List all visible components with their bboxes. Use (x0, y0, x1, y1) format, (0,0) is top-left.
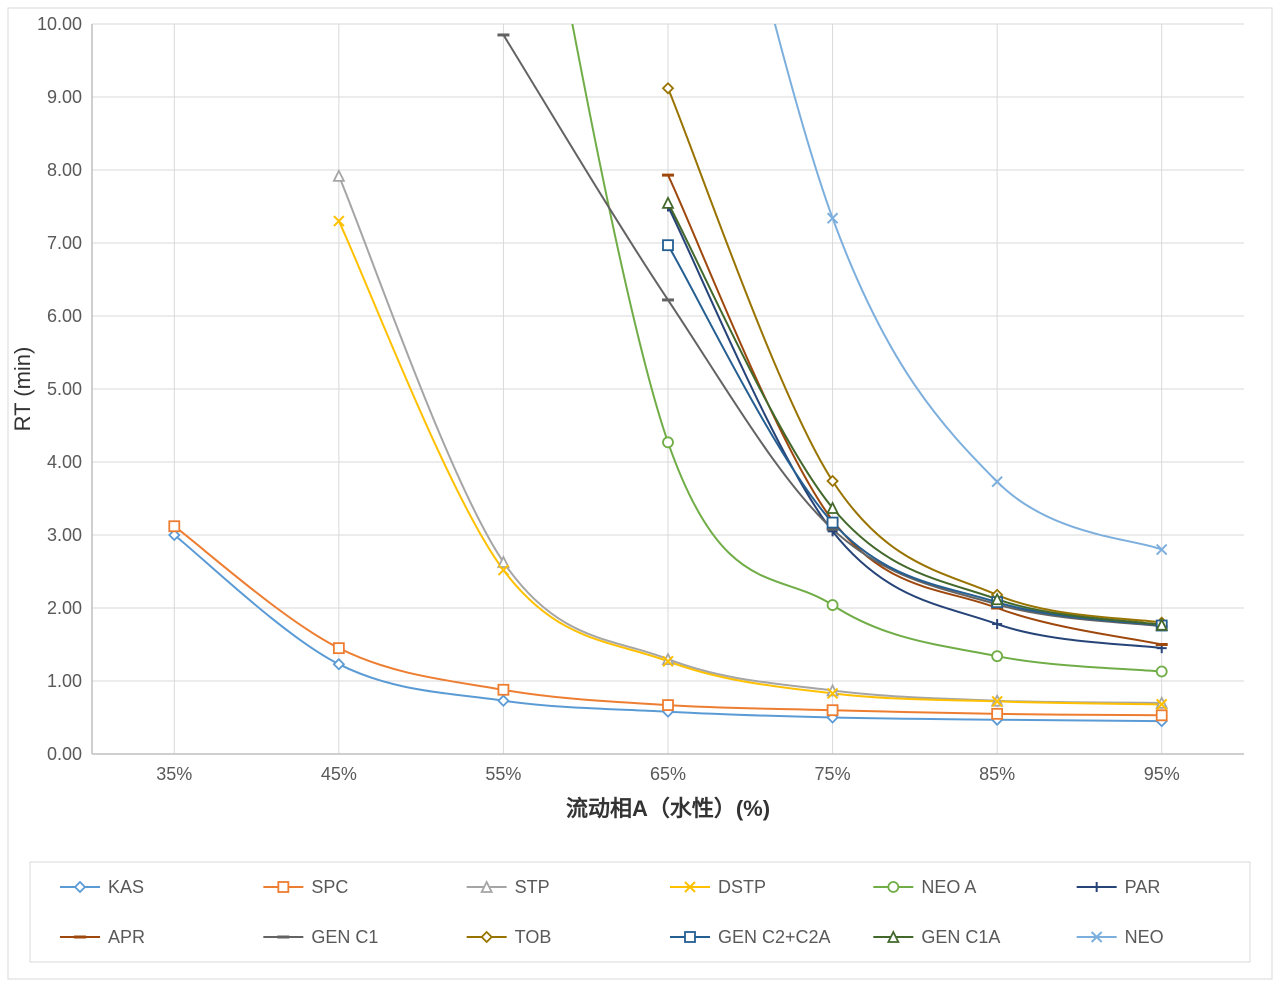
y-tick-label: 4.00 (47, 452, 82, 472)
x-tick-label: 35% (156, 764, 192, 784)
legend-label: KAS (108, 877, 144, 897)
y-tick-label: 6.00 (47, 306, 82, 326)
x-tick-label: 45% (321, 764, 357, 784)
y-tick-label: 5.00 (47, 379, 82, 399)
y-axis-title: RT (min) (10, 347, 35, 432)
legend-label: GEN C1 (311, 927, 378, 947)
y-tick-label: 9.00 (47, 87, 82, 107)
legend-box (30, 862, 1250, 962)
y-tick-label: 1.00 (47, 671, 82, 691)
x-tick-label: 55% (485, 764, 521, 784)
legend-label: NEO A (921, 877, 976, 897)
legend-label: PAR (1125, 877, 1161, 897)
legend-label: TOB (515, 927, 552, 947)
x-axis-title: 流动相A（水性）(%) (566, 796, 770, 821)
legend-label: STP (515, 877, 550, 897)
legend-label: NEO (1125, 927, 1164, 947)
y-tick-label: 3.00 (47, 525, 82, 545)
x-tick-label: 95% (1144, 764, 1180, 784)
legend-label: GEN C1A (921, 927, 1000, 947)
legend-label: DSTP (718, 877, 766, 897)
legend-label: SPC (311, 877, 348, 897)
x-tick-label: 65% (650, 764, 686, 784)
y-tick-label: 10.00 (37, 14, 82, 34)
rt-vs-mobile-phase-chart: 0.00 1.00 2.00 3.00 4.00 5.00 6.00 7.00 8.00 9.00… (0, 0, 1280, 987)
legend-label: GEN C2+C2A (718, 927, 831, 947)
x-tick-label: 85% (979, 764, 1015, 784)
y-tick-label: 8.00 (47, 160, 82, 180)
y-tick-label: 0.00 (47, 744, 82, 764)
y-tick-label: 7.00 (47, 233, 82, 253)
y-tick-label: 2.00 (47, 598, 82, 618)
legend-label: APR (108, 927, 145, 947)
x-tick-label: 75% (815, 764, 851, 784)
